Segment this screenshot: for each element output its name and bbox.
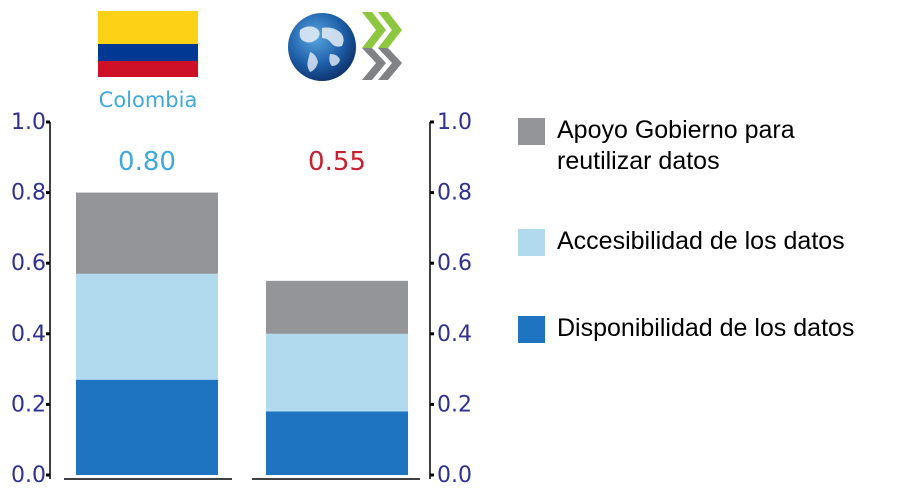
y-tick-label-left: 0.0 xyxy=(11,463,46,488)
bar-segment-disponibilidad xyxy=(76,379,218,475)
oecd-logo-icon xyxy=(288,12,402,81)
y-tick-label-right: 0.4 xyxy=(437,322,472,347)
legend-swatch xyxy=(518,118,545,145)
legend-label: reutilizar datos xyxy=(557,147,720,175)
bar-segment-apoyo xyxy=(266,280,408,334)
legend-swatch xyxy=(518,316,545,343)
legend-swatch xyxy=(518,229,545,256)
y-tick-label-left: 0.8 xyxy=(11,181,46,206)
y-tick-label-left: 0.4 xyxy=(11,322,46,347)
category-labels: Colombia xyxy=(99,88,198,112)
bar-segment-accesibilidad xyxy=(76,273,218,380)
y-tick-label-left: 0.2 xyxy=(11,392,46,417)
category-label: Colombia xyxy=(99,88,198,112)
bar-total-label: 0.80 xyxy=(118,147,176,177)
bar-segment-disponibilidad xyxy=(266,411,408,475)
y-tick-label-left: 1.0 xyxy=(11,110,46,135)
y-tick-label-right: 0.6 xyxy=(437,251,472,276)
axes: 0.0 0.0 0.2 0.2 0.4 0.4 0.6 0.6 0.8 0.8 1.0 1.0 xyxy=(11,110,472,488)
legend-label: Accesibilidad de los datos xyxy=(557,227,845,255)
bar-segment-apoyo xyxy=(76,192,218,274)
legend-label: Apoyo Gobierno para xyxy=(557,116,795,144)
bars xyxy=(76,192,408,475)
bar-segment-accesibilidad xyxy=(266,333,408,412)
total-labels: 0.80 0.55 xyxy=(118,147,366,177)
bar-total-label: 0.55 xyxy=(308,147,366,177)
y-tick-label-right: 0.2 xyxy=(437,392,472,417)
legend-label: Disponibilidad de los datos xyxy=(557,314,854,342)
colombia-flag-icon xyxy=(98,11,198,77)
y-tick-label-right: 0.0 xyxy=(437,463,472,488)
y-tick-label-left: 0.6 xyxy=(11,251,46,276)
legend: Apoyo Gobierno para reutilizar datos Acces… xyxy=(518,116,854,343)
y-tick-label-right: 0.8 xyxy=(437,181,472,206)
logos xyxy=(98,11,402,81)
y-tick-label-right: 1.0 xyxy=(437,110,472,135)
